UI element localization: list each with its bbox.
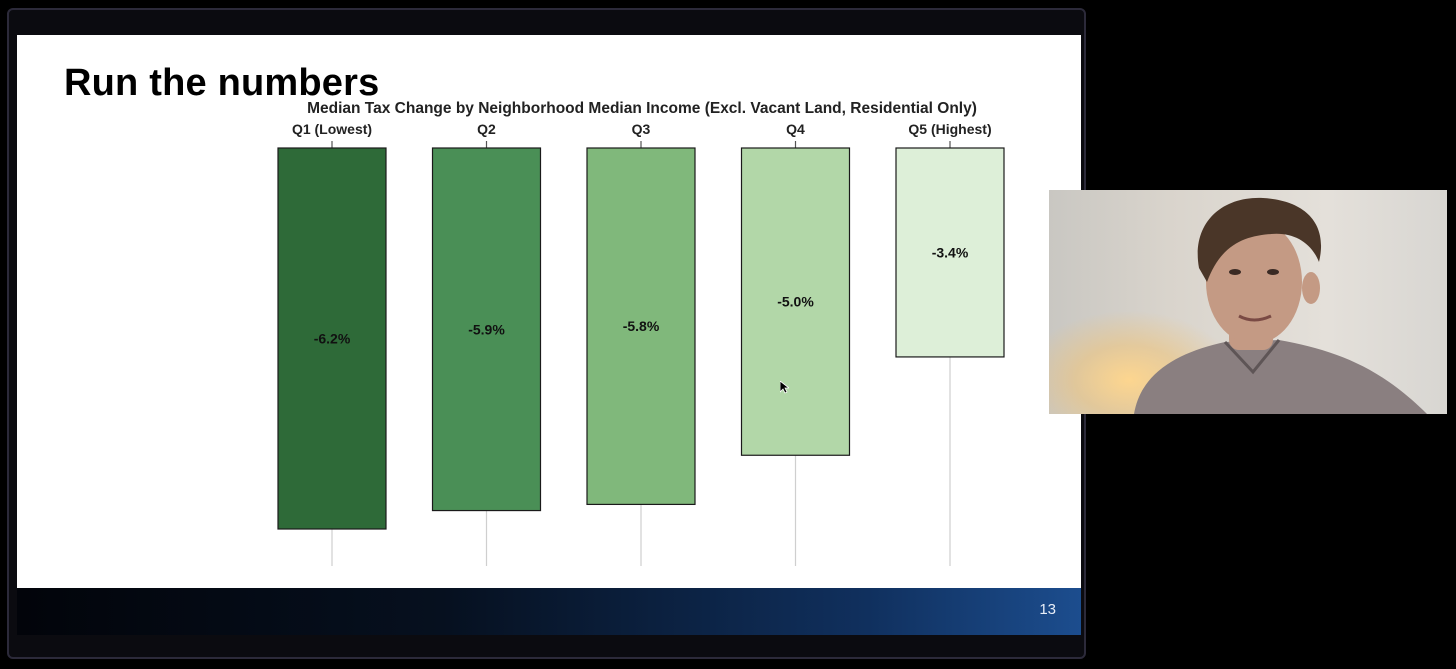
bar-value-label: -5.8% <box>623 318 660 334</box>
presenter-collar <box>1223 339 1281 375</box>
bar-value-label: -5.9% <box>468 321 505 337</box>
screen-share-window: Run the numbers Median Tax Change by Nei… <box>7 8 1086 659</box>
presenter-shirt <box>1134 340 1427 414</box>
presenter-hair <box>1197 197 1322 282</box>
presenter-eye-left <box>1229 269 1241 275</box>
x-tick-label: Q4 <box>786 121 805 137</box>
presenter-face <box>1206 220 1302 344</box>
presenter-eye-right <box>1267 269 1279 275</box>
bar <box>586 147 696 506</box>
presenter-ear <box>1302 272 1320 304</box>
tax-change-bar-chart: Median Tax Change by Neighborhood Median… <box>277 100 1005 566</box>
x-tick-label: Q3 <box>632 121 651 137</box>
bar <box>431 147 542 512</box>
slide-page-number: 13 <box>1039 601 1056 618</box>
webcam-video-feed <box>1049 190 1447 414</box>
presentation-slide: Run the numbers Median Tax Change by Nei… <box>17 35 1081 635</box>
presenter-figure <box>1134 197 1427 414</box>
x-tick-label: Q5 (Highest) <box>908 121 991 137</box>
bar-value-label: -3.4% <box>932 244 969 260</box>
mouse-cursor-icon <box>780 381 789 394</box>
presenter-mouth <box>1238 314 1272 322</box>
bar-value-label: -6.2% <box>314 331 351 347</box>
x-tick-label: Q2 <box>477 121 496 137</box>
chart-title: Median Tax Change by Neighborhood Median… <box>307 100 977 117</box>
slide-footer-bar: 13 <box>17 588 1081 635</box>
bar <box>740 147 851 456</box>
bar <box>277 147 387 530</box>
slide-title: Run the numbers <box>64 62 380 104</box>
x-tick-label: Q1 (Lowest) <box>292 121 372 137</box>
bar <box>895 147 1005 358</box>
bar-value-label: -5.0% <box>777 294 814 310</box>
